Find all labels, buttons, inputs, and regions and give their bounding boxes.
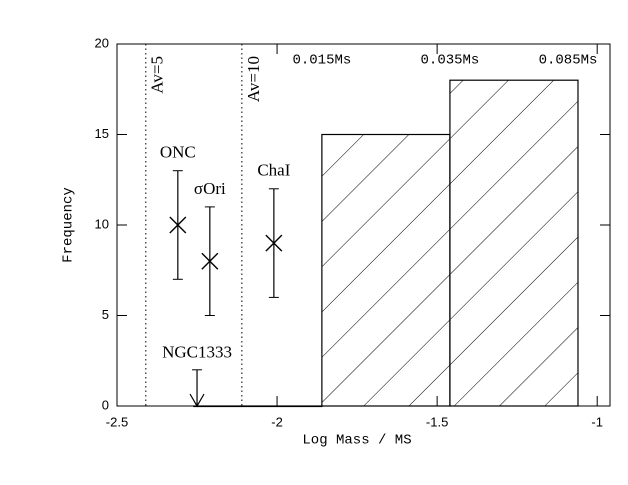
extinction-label: Av=10 (244, 56, 263, 102)
cross-marker (265, 234, 283, 252)
bin-edge-label: 0.085Ms (539, 53, 598, 69)
y-tick-label: 20 (95, 35, 109, 50)
x-tick-label: -2 (271, 414, 283, 429)
cross-marker (201, 252, 219, 270)
point-label: ONC (160, 143, 196, 162)
x-tick-label: -1 (591, 414, 603, 429)
y-tick-label: 15 (95, 126, 109, 141)
y-tick-label: 10 (95, 216, 109, 231)
histogram-bar (193, 405, 323, 408)
y-tick-label: 0 (102, 397, 109, 412)
y-axis-label: Frequency (61, 187, 77, 263)
histogram-bar (321, 133, 451, 407)
bin-edge-label: 0.015Ms (292, 53, 351, 69)
extinction-label: Av=5 (148, 56, 167, 94)
upper-limit-label: NGC1333 (162, 343, 232, 362)
x-axis-label: Log Mass / MS (302, 433, 411, 449)
cross-marker (169, 216, 187, 234)
x-tick-label: -2.5 (106, 414, 128, 429)
x-tick-label: -1.5 (426, 414, 448, 429)
histogram-bar (449, 79, 579, 407)
y-tick-label: 5 (102, 307, 109, 322)
point-label: ChaI (257, 161, 290, 180)
bin-edge-label: 0.035Ms (421, 53, 480, 69)
upper-limit-arrow (189, 369, 205, 408)
point-label: σOri (194, 179, 226, 198)
